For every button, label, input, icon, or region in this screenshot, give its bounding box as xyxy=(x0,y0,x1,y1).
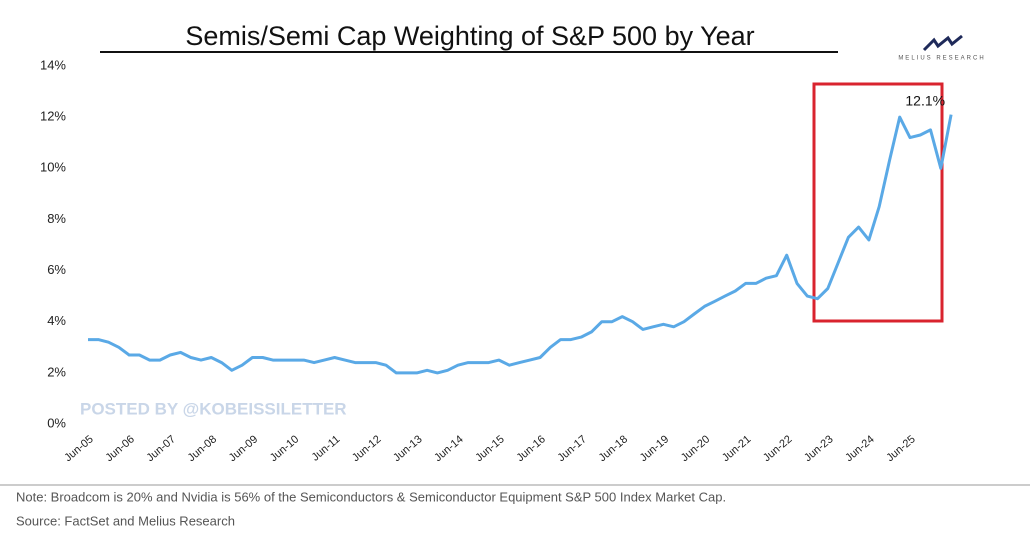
y-tick-label: 0% xyxy=(47,415,66,430)
logo-text: MELIUS RESEARCH xyxy=(898,56,985,62)
x-tick-label: Jun-06 xyxy=(103,433,136,464)
x-tick-label: Jun-12 xyxy=(350,433,383,464)
x-tick-label: Jun-20 xyxy=(679,433,712,464)
x-tick-label: Jun-22 xyxy=(761,433,794,464)
y-tick-label: 2% xyxy=(47,364,66,379)
watermark: POSTED BY @KOBEISSILETTER xyxy=(80,399,347,418)
x-tick-label: Jun-23 xyxy=(802,433,835,464)
x-tick-label: Jun-11 xyxy=(310,433,343,463)
x-tick-label: Jun-25 xyxy=(884,433,917,464)
data-line xyxy=(88,114,953,375)
y-tick-label: 10% xyxy=(40,160,66,175)
x-tick-label: Jun-24 xyxy=(843,433,876,464)
y-tick-label: 4% xyxy=(47,313,66,328)
y-tick-label: 6% xyxy=(47,262,66,277)
y-tick-label: 12% xyxy=(40,109,66,124)
note: Note: Broadcom is 20% and Nvidia is 56% … xyxy=(16,489,726,504)
x-tick-label: Jun-17 xyxy=(556,433,589,464)
y-tick-label: 14% xyxy=(40,57,66,72)
x-tick-label: Jun-09 xyxy=(227,433,260,464)
x-tick-label: Jun-10 xyxy=(268,433,301,464)
x-tick-label: Jun-08 xyxy=(186,433,219,464)
x-tick-label: Jun-16 xyxy=(514,433,547,464)
source: Source: FactSet and Melius Research xyxy=(16,513,235,528)
annotation: 12.1% xyxy=(905,93,945,109)
x-tick-label: Jun-21 xyxy=(720,433,753,464)
logo-mark xyxy=(922,34,963,52)
x-tick-label: Jun-13 xyxy=(391,433,424,464)
highlight-box xyxy=(812,82,944,323)
x-tick-label: Jun-14 xyxy=(432,433,465,464)
x-tick-label: Jun-19 xyxy=(638,433,671,464)
x-tick-label: Jun-15 xyxy=(473,433,506,464)
x-tick-label: Jun-07 xyxy=(145,433,178,464)
chart-title: Semis/Semi Cap Weighting of S&P 500 by Y… xyxy=(185,21,754,51)
y-tick-label: 8% xyxy=(47,211,66,226)
x-tick-label: Jun-18 xyxy=(597,433,630,464)
x-tick-label: Jun-05 xyxy=(62,433,95,464)
